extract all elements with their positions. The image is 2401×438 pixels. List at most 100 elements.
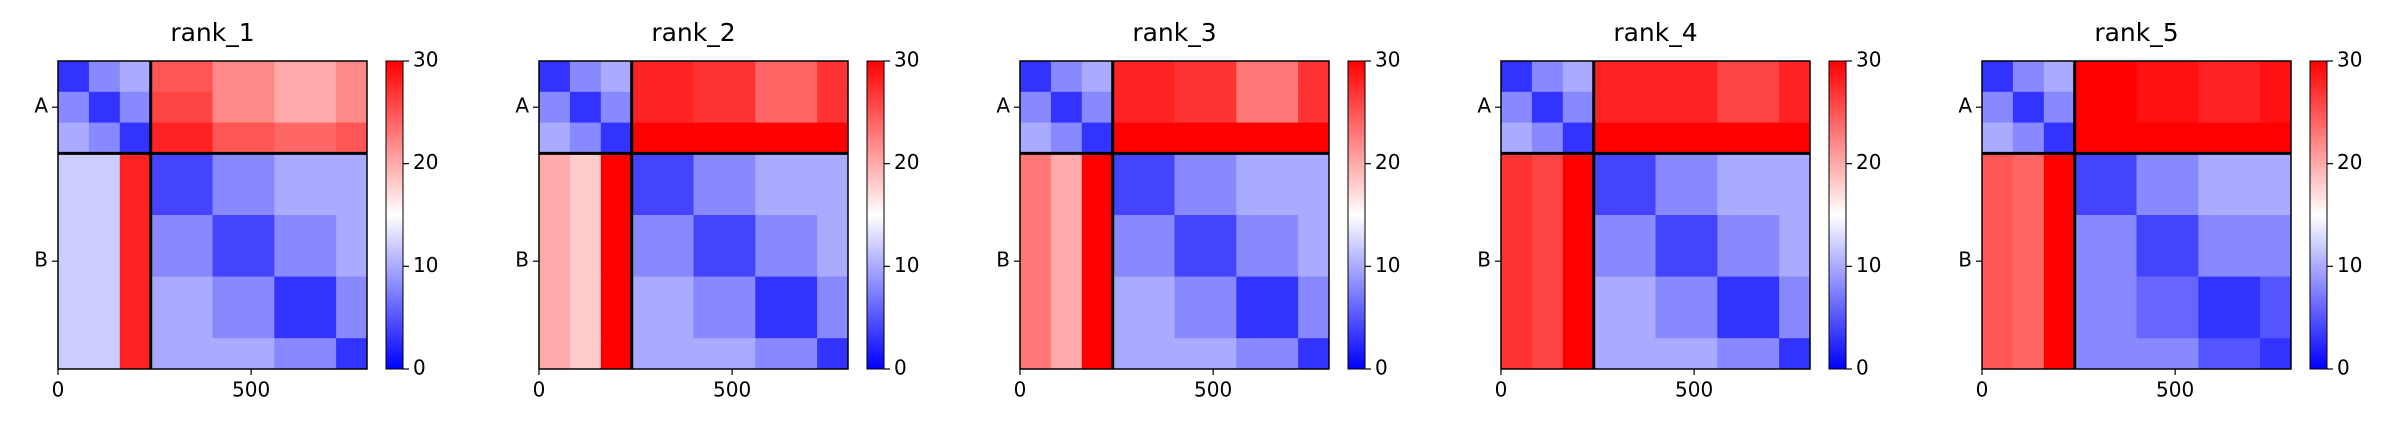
heatmap-cell [2260, 338, 2292, 370]
heatmap-cell [1593, 153, 1656, 216]
heatmap-cell [631, 61, 694, 93]
heatmap-cell [2043, 61, 2076, 93]
heatmap-cell [631, 215, 694, 278]
heatmap-cell [1593, 61, 1656, 93]
heatmap-cell [2136, 338, 2199, 370]
heatmap-cell [2260, 215, 2292, 278]
heatmap-cell [817, 153, 849, 216]
heatmap-cell [150, 153, 213, 216]
heatmap-cell [58, 91, 90, 124]
heatmap-cell [2074, 122, 2137, 154]
heatmap-cell [1174, 276, 1237, 339]
heatmap-cell [336, 338, 368, 370]
heatmap-cell [1501, 276, 1533, 339]
heatmap-cell [817, 338, 849, 370]
panel-title: rank_5 [2094, 18, 2178, 47]
heatmap-cell [1982, 153, 2014, 216]
heatmap-cell [1982, 91, 2014, 124]
heatmap-cell [1112, 122, 1175, 154]
panel-title: rank_3 [1132, 18, 1216, 47]
heatmap-cell [150, 91, 213, 124]
heatmap-cell [1020, 338, 1052, 370]
colorbar-tick-label: 30 [894, 48, 919, 72]
heatmap-cell [1174, 61, 1237, 93]
heatmap-cell [1779, 153, 1811, 216]
heatmap-cell [2260, 122, 2292, 154]
heatmap-cell [1236, 338, 1299, 370]
heatmap-cell [336, 122, 368, 154]
heatmap-cell [1593, 122, 1656, 154]
heatmap-cell [1112, 61, 1175, 93]
heatmap-cell [336, 276, 368, 339]
heatmap-cell [1298, 61, 1330, 93]
heatmap-cell [150, 215, 213, 278]
heatmap-cell [2043, 153, 2076, 216]
heatmap-cell [817, 215, 849, 278]
heatmap-cell [2198, 153, 2261, 216]
heatmap-cell [1531, 153, 1564, 216]
heatmap-cell [1174, 338, 1237, 370]
heatmap-cell [1298, 338, 1330, 370]
heatmap-cell [2043, 276, 2076, 339]
panel-title: rank_1 [170, 18, 254, 47]
heatmap-cell [817, 276, 849, 339]
heatmap-cell [150, 61, 213, 93]
heatmap-cell [693, 215, 756, 278]
heatmap-cell [1298, 122, 1330, 154]
y-tick-label: B [34, 248, 48, 272]
heatmap-cell [58, 215, 90, 278]
heatmap-cell [569, 122, 602, 154]
heatmap-cell [119, 153, 152, 216]
heatmap-cell [274, 122, 337, 154]
heatmap-cell [88, 122, 121, 154]
heatmap-cell [58, 276, 90, 339]
colorbar-tick-label: 0 [413, 356, 426, 380]
heatmap-cell [755, 276, 818, 339]
heatmap-cell [1779, 338, 1811, 370]
heatmap-cell [2012, 122, 2045, 154]
heatmap-cell [1298, 153, 1330, 216]
heatmap-cell [693, 91, 756, 124]
x-tick-label: 500 [713, 378, 751, 402]
heatmap-cell [1779, 276, 1811, 339]
heatmap-cell [2136, 61, 2199, 93]
heatmap-cell [1050, 61, 1083, 93]
heatmap-cell [693, 153, 756, 216]
y-tick-label: A [34, 94, 48, 118]
x-tick-label: 500 [1194, 378, 1232, 402]
heatmap-cell [1501, 122, 1533, 154]
heatmap-cell [539, 276, 571, 339]
y-tick-label: A [515, 94, 529, 118]
heatmap-cell [150, 122, 213, 154]
heatmap-cell [1717, 276, 1780, 339]
heatmap-cell [2198, 276, 2261, 339]
heatmap-cell [274, 338, 337, 370]
y-tick-label: A [1958, 94, 1972, 118]
heatmap-cell [600, 153, 633, 216]
heatmap-cell [600, 61, 633, 93]
colorbar-tick-label: 30 [2337, 48, 2362, 72]
heatmap-cell [2012, 91, 2045, 124]
heatmap-cell [212, 153, 275, 216]
heatmap-cell [2043, 122, 2076, 154]
heatmap-cell [119, 122, 152, 154]
heatmap-cell [2260, 276, 2292, 339]
heatmap-cell [2074, 61, 2137, 93]
heatmap-cell [336, 215, 368, 278]
heatmap-cell [1298, 276, 1330, 339]
heatmap-cell [274, 276, 337, 339]
heatmap-cell [2012, 215, 2045, 278]
heatmap-cell [1298, 215, 1330, 278]
y-tick-label: B [1958, 248, 1972, 272]
heatmap-cell [600, 276, 633, 339]
colorbar [866, 60, 885, 370]
colorbar-tick-label: 30 [1856, 48, 1881, 72]
heatmap-cell [1236, 153, 1299, 216]
heatmap-cell [817, 122, 849, 154]
plot-frame [1019, 60, 1330, 370]
heatmap-cell [2012, 276, 2045, 339]
heatmap-cell [212, 91, 275, 124]
colorbar [1347, 60, 1366, 370]
heatmap-cell [2198, 338, 2261, 370]
heatmap-cell [119, 215, 152, 278]
